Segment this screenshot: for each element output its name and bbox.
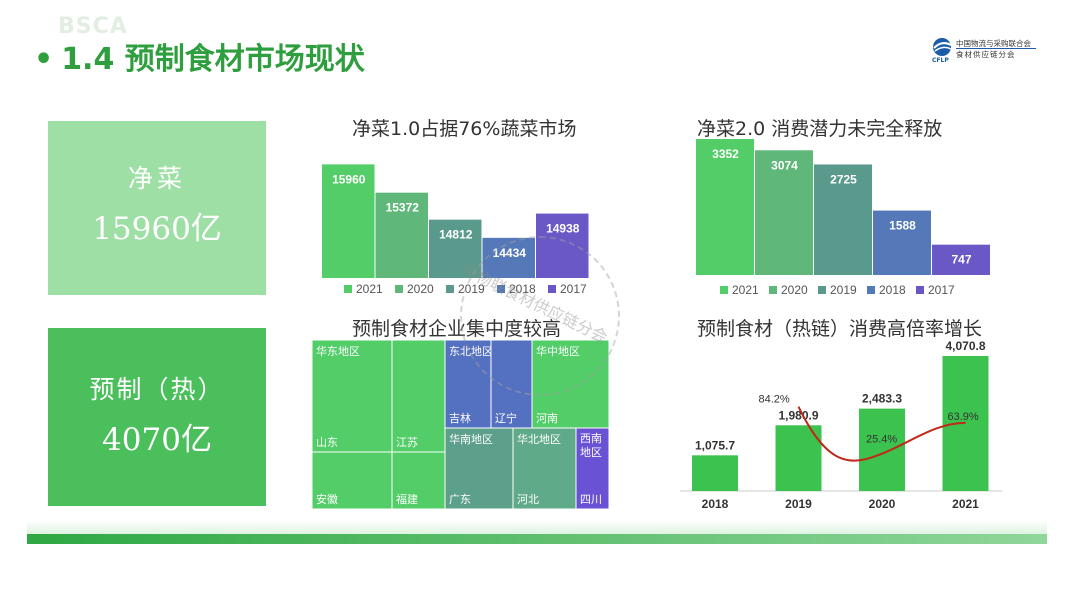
treemap-cell-guangdong — [444, 427, 514, 510]
growth-bar-2018 — [692, 455, 738, 491]
treemap-label-anhui: 安徽 — [316, 492, 338, 506]
legend-swatch-2021 — [720, 286, 728, 294]
bar-2019 — [429, 219, 482, 278]
legend-swatch-2019 — [446, 285, 454, 293]
bar-2019 — [814, 164, 872, 275]
treemap-cell-sichuan — [575, 427, 610, 510]
x-tick-label-2021: 2021 — [952, 497, 979, 511]
group-label-huanan: 华南地区 — [449, 432, 493, 446]
group-label-xinan-line2: 地区 — [580, 446, 602, 459]
x-tick-label-2020: 2020 — [869, 497, 896, 511]
growth-rate-line — [797, 406, 966, 462]
treemap-label-henan: 河南 — [536, 412, 558, 425]
bar-label-2018: 1588 — [889, 219, 916, 233]
legend-swatch-2019 — [818, 286, 826, 294]
bottom-bar — [27, 534, 1047, 544]
growth-bar-label-2020: 2,483.3 — [862, 392, 902, 406]
x-tick-label-2018: 2018 — [702, 497, 729, 511]
page-title-text: 1.4 预制食材市场现状 — [61, 42, 365, 77]
chart4-growth-chart: 1,075.7 2018 1,980.9 2019 2,483.3 2020 4,070.8… — [680, 339, 1002, 511]
treemap-label-shandong: 山东 — [316, 436, 338, 449]
bar-label-2017: 747 — [951, 253, 971, 267]
cflp-logo: 中国物流与采购联合会 食材供应链分会 CFLP — [930, 36, 1040, 66]
legend-label-2018: 2018 — [879, 283, 906, 297]
bar-label-2020: 3074 — [771, 158, 798, 172]
bar-label-2020: 15372 — [386, 201, 420, 215]
page-title: • 1.4 预制食材市场现状 — [34, 34, 365, 78]
legend-swatch-2021 — [344, 285, 352, 293]
kpi-label: 净菜 — [127, 164, 186, 193]
x-tick-label-2019: 2019 — [785, 497, 812, 511]
legend-label-2020: 2020 — [407, 282, 434, 296]
group-label-xinan-line1: 西南 — [580, 432, 602, 445]
group-label-huabei: 华北地区 — [517, 432, 561, 446]
bottom-fade — [27, 520, 1047, 534]
logo-line1: 中国物流与采购联合会 — [956, 39, 1031, 48]
legend-label-2017: 2017 — [928, 283, 955, 297]
treemap-cell-anhui — [312, 451, 393, 510]
logo-line3: CFLP — [932, 57, 949, 64]
group-label-huadong: 华东地区 — [316, 344, 360, 358]
logo-divider — [956, 48, 1036, 49]
treemap-label-hebei: 河北 — [517, 493, 539, 506]
treemap-cell-hebei — [512, 427, 577, 510]
chart2-title: 净菜2.0 消费潜力未完全释放 — [697, 118, 943, 140]
bar-label-2019: 14812 — [439, 228, 473, 242]
bar-label-2017: 14938 — [546, 222, 580, 236]
treemap-label-liaoning: 辽宁 — [495, 411, 517, 425]
kpi-label: 预制（热） — [89, 375, 225, 404]
legend-label-2019: 2019 — [830, 283, 857, 297]
growth-rate-label-2019: 84.2% — [759, 394, 790, 406]
growth-bar-label-2021: 4,070.8 — [945, 339, 985, 353]
legend-swatch-2020 — [769, 286, 777, 294]
kpi-box-yuzhi: 预制（热） 4070亿 — [48, 328, 266, 506]
growth-bar-2020 — [859, 408, 905, 491]
kpi-box-jingcai: 净菜 15960亿 — [48, 121, 266, 295]
bar-2020 — [375, 192, 428, 278]
bar-2021 — [696, 139, 754, 275]
growth-bar-label-2018: 1,075.7 — [695, 438, 735, 452]
growth-bar-2019 — [775, 425, 822, 491]
treemap-cell-fujian — [391, 451, 446, 510]
kpi-value: 15960亿 — [92, 211, 222, 247]
bar-2021 — [322, 164, 375, 278]
legend-label-2021: 2021 — [356, 282, 383, 296]
treemap-label-sichuan: 四川 — [580, 494, 602, 506]
legend-label-2021: 2021 — [732, 283, 759, 297]
globe-icon — [933, 38, 952, 56]
bar-label-2021: 3352 — [712, 147, 739, 161]
growth-bar-label-2019: 1,980.9 — [778, 408, 818, 422]
chart4-title: 预制食材（热链）消费高倍率增长 — [697, 318, 983, 340]
bar-label-2019: 2725 — [830, 172, 857, 186]
legend-swatch-2017 — [916, 286, 924, 294]
title-bullet: • — [34, 42, 54, 77]
growth-rate-label-2020: 25.4% — [866, 434, 897, 446]
bar-2018 — [873, 210, 931, 275]
chart1-title: 净菜1.0占据76%蔬菜市场 — [352, 118, 577, 140]
stamp-watermark — [460, 236, 620, 396]
treemap-label-guangdong: 广东 — [449, 493, 471, 506]
treemap-cell-jiangsu — [391, 340, 446, 453]
treemap-label-jiangsu: 江苏 — [396, 436, 418, 449]
kpi-value: 4070亿 — [102, 422, 212, 458]
bar-2017 — [932, 244, 990, 275]
bar-label-2021: 15960 — [332, 172, 366, 186]
watermark-text: BSCA — [58, 14, 128, 39]
growth-rate-label-2021: 63.9% — [948, 411, 979, 423]
legend-swatch-2018 — [867, 286, 875, 294]
treemap-label-fujian: 福建 — [396, 492, 418, 506]
legend-swatch-2020 — [395, 285, 403, 293]
bar-2020 — [755, 150, 813, 275]
logo-line2: 食材供应链分会 — [956, 50, 1016, 59]
legend-label-2020: 2020 — [781, 283, 808, 297]
treemap-label-jilin: 吉林 — [449, 411, 471, 425]
chart2-bar-chart: 3352 3074 2725 1588 747 2021 2020 2019 2018 2017 — [696, 139, 990, 297]
